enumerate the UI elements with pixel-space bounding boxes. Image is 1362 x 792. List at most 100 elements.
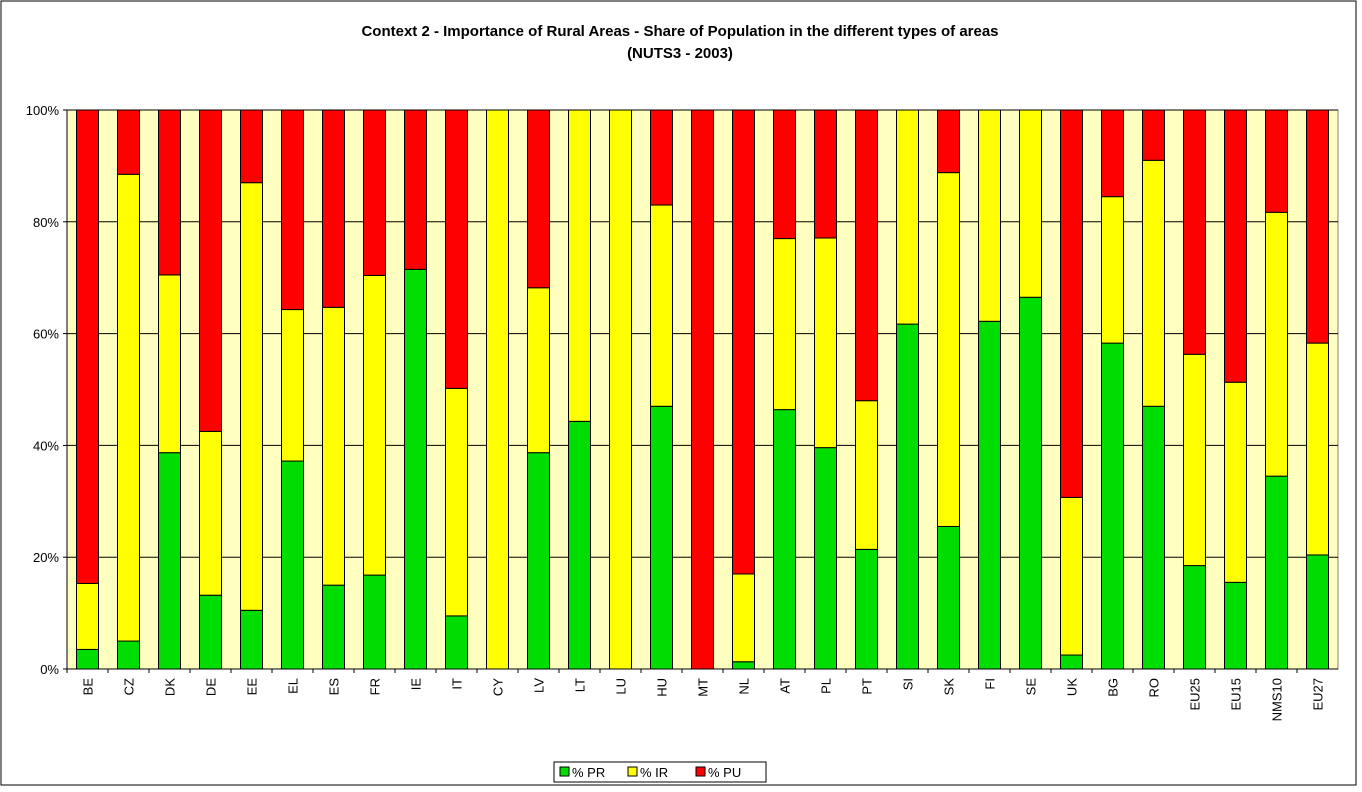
x-tick-label: EU25 <box>1188 678 1203 711</box>
bar-segment <box>855 109 878 402</box>
x-tick-label: RO <box>1147 678 1162 698</box>
bar-segment <box>1060 109 1083 498</box>
bar-segment <box>322 306 345 586</box>
x-tick-label: LU <box>614 678 629 695</box>
bar-segment <box>1306 342 1329 556</box>
x-tick-label: LV <box>532 678 547 693</box>
x-tick-label: FI <box>983 678 998 690</box>
bar-segment <box>76 109 99 584</box>
bar-segment <box>1265 211 1288 477</box>
bar-segment <box>445 615 468 670</box>
bar-segment <box>773 238 796 411</box>
chart-subtitle: (NUTS3 - 2003) <box>627 45 733 62</box>
bar-segment <box>445 109 468 389</box>
bar-segment <box>896 323 919 670</box>
x-tick-label: HU <box>655 678 670 697</box>
x-tick-label: PT <box>860 678 875 695</box>
legend-label: % PU <box>708 765 741 780</box>
bar-segment <box>527 287 550 454</box>
x-tick-label: IE <box>409 678 424 691</box>
bar-segment <box>281 309 304 462</box>
x-tick-label: CZ <box>122 678 137 695</box>
x-tick-label: DK <box>163 678 178 696</box>
bar-segment <box>650 405 673 670</box>
bar-segment <box>199 109 222 432</box>
x-tick-label: UK <box>1065 678 1080 696</box>
bar-segment <box>568 420 591 670</box>
bar-segment <box>1060 496 1083 656</box>
chart-title: Context 2 - Importance of Rural Areas - … <box>361 23 998 40</box>
bar-segment <box>363 274 386 576</box>
bar-segment <box>1142 109 1165 161</box>
x-tick-label: EU15 <box>1229 678 1244 711</box>
bar-segment <box>322 584 345 670</box>
bar-segment <box>855 548 878 670</box>
bar-segment <box>281 460 304 670</box>
bar-segment <box>363 109 386 276</box>
y-tick-label: 100% <box>26 103 60 118</box>
x-tick-label: MT <box>696 678 711 697</box>
x-tick-label: SK <box>942 678 957 696</box>
legend-box <box>553 761 767 783</box>
bar-segment <box>609 109 632 670</box>
bar-segment <box>732 661 755 670</box>
legend-swatch <box>695 766 706 777</box>
legend-swatch <box>559 766 570 777</box>
bar-segment <box>1142 159 1165 407</box>
x-tick-label: NL <box>737 678 752 695</box>
bar-segment <box>773 109 796 240</box>
bar-segment <box>978 109 1001 322</box>
bar-segment <box>1224 109 1247 383</box>
x-tick-label: ES <box>327 678 342 696</box>
bar-segment <box>732 573 755 663</box>
bar-segment <box>773 409 796 670</box>
x-tick-label: NMS10 <box>1270 678 1285 721</box>
bar-segment <box>1142 405 1165 670</box>
bar-segment <box>363 574 386 670</box>
x-tick-label: BE <box>81 678 96 696</box>
bar-segment <box>855 400 878 550</box>
bar-segment <box>1101 196 1124 344</box>
y-tick-label: 0% <box>40 662 59 677</box>
bar-segment <box>1060 654 1083 670</box>
x-tick-label: FR <box>368 678 383 695</box>
bar-segment <box>1019 109 1042 298</box>
bar-segment <box>1183 109 1206 355</box>
bar-segment <box>199 430 222 596</box>
bar-segment <box>1224 581 1247 670</box>
x-tick-label: PL <box>819 678 834 694</box>
bar-segment <box>1019 296 1042 670</box>
bar-segment <box>650 109 673 206</box>
bar-segment <box>1101 109 1124 198</box>
bar-segment <box>158 274 181 454</box>
bar-segment <box>691 109 714 670</box>
bar-segment <box>814 237 837 449</box>
bar-segment <box>322 109 345 308</box>
bar-segment <box>1265 109 1288 213</box>
x-tick-label: SI <box>901 678 916 690</box>
bar-segment <box>117 109 140 175</box>
bar-segment <box>814 447 837 670</box>
x-tick-label: EL <box>286 678 301 694</box>
bar-segment <box>1306 554 1329 670</box>
bar-segment <box>814 109 837 239</box>
bar-segment <box>568 109 591 422</box>
y-tick-label: 40% <box>33 438 59 453</box>
bar-segment <box>445 387 468 617</box>
y-tick-label: 20% <box>33 550 59 565</box>
legend-label: % IR <box>640 765 668 780</box>
x-tick-label: CY <box>491 678 506 696</box>
x-tick-label: IT <box>450 678 465 690</box>
bar-segment <box>117 640 140 670</box>
bar-segment <box>1306 109 1329 344</box>
bar-segment <box>404 268 427 670</box>
bar-segment <box>1183 353 1206 567</box>
bar-segment <box>896 109 919 325</box>
x-tick-label: AT <box>778 678 793 694</box>
bar-segment <box>404 109 427 270</box>
bar-segment <box>937 172 960 527</box>
bar-segment <box>240 182 263 611</box>
bar-segment <box>158 109 181 276</box>
bar-segment <box>527 109 550 289</box>
